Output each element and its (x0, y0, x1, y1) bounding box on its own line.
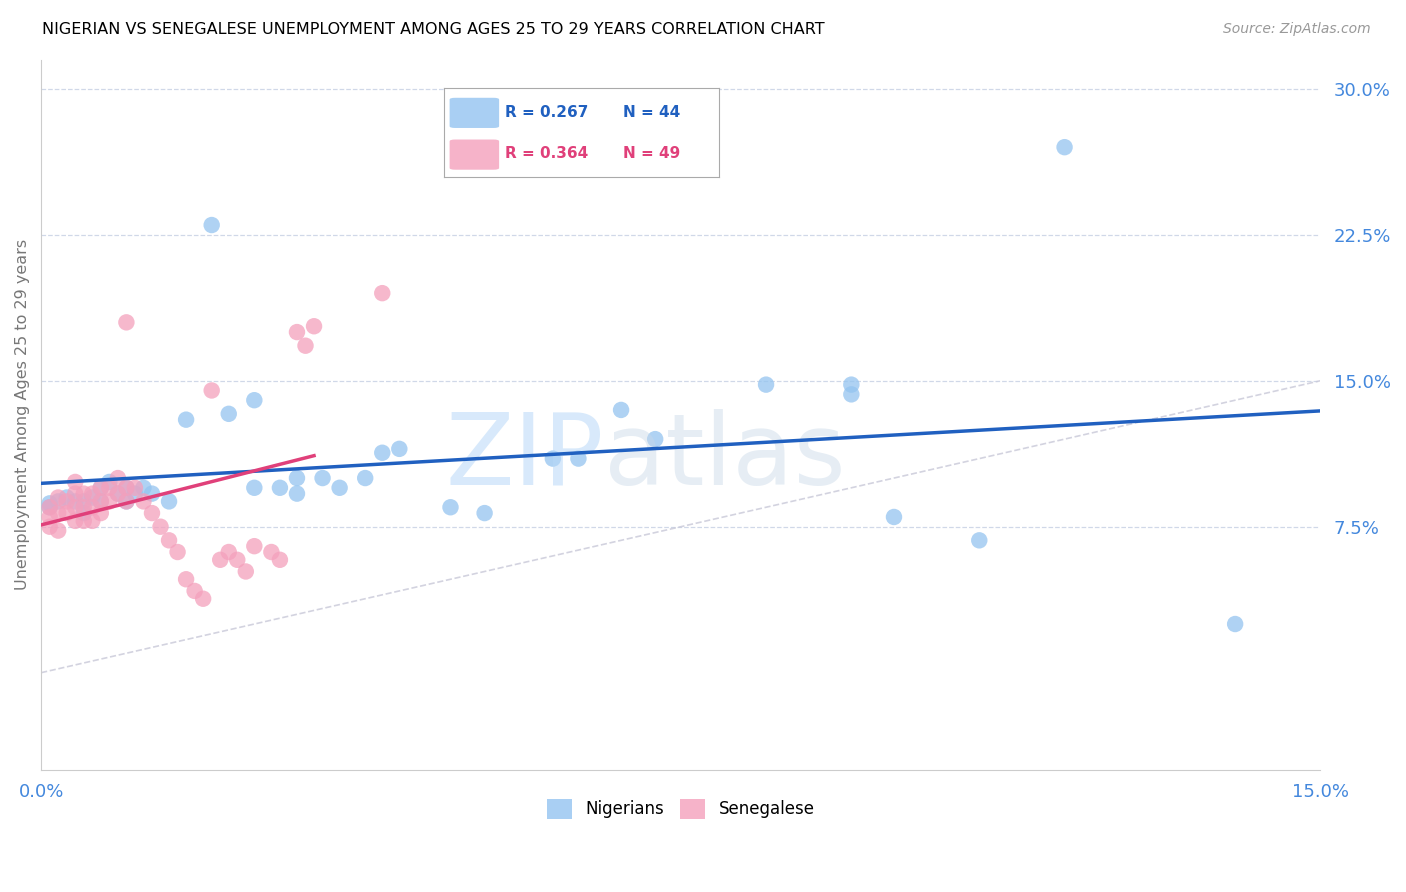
Point (115, 494, 138, 508)
Point (115, 481, 138, 495)
Point (38, 496, 60, 510)
Point (149, 519, 172, 533)
Point (90, 481, 112, 495)
Point (124, 486, 146, 500)
Point (46, 524, 69, 538)
Point (65, 486, 87, 500)
Point (541, 451, 564, 466)
Point (243, 539, 266, 553)
Point (294, 339, 316, 353)
Point (1053, 140, 1076, 154)
Point (157, 494, 180, 508)
Point (82, 486, 104, 500)
Point (218, 545, 240, 559)
Point (73, 486, 96, 500)
Point (38, 510, 60, 524)
Point (388, 442, 411, 456)
Point (107, 486, 129, 500)
Point (132, 481, 155, 495)
Legend: Nigerians, Senegalese: Nigerians, Senegalese (540, 792, 821, 826)
Point (269, 481, 291, 495)
Point (841, 387, 863, 401)
Point (124, 481, 146, 495)
Point (73, 514, 96, 528)
Point (166, 545, 188, 559)
Point (201, 218, 224, 232)
Point (98, 481, 121, 495)
Point (644, 432, 666, 446)
Point (73, 506, 96, 520)
Point (1223, 617, 1246, 632)
Point (174, 572, 197, 586)
Point (115, 481, 138, 495)
Point (38, 519, 60, 533)
Point (371, 446, 394, 460)
Point (329, 481, 352, 495)
Point (90, 481, 112, 495)
Text: atlas: atlas (605, 409, 845, 506)
Point (46, 494, 69, 508)
Point (82, 500, 104, 515)
Point (311, 471, 333, 485)
Point (439, 500, 461, 515)
Text: NIGERIAN VS SENEGALESE UNEMPLOYMENT AMONG AGES 25 TO 29 YEARS CORRELATION CHART: NIGERIAN VS SENEGALESE UNEMPLOYMENT AMON… (42, 22, 825, 37)
Point (65, 494, 87, 508)
Point (243, 393, 266, 408)
Point (55, 494, 77, 508)
Point (65, 500, 87, 515)
Point (73, 500, 96, 515)
Point (38, 500, 60, 515)
Point (90, 494, 112, 508)
Point (132, 494, 155, 508)
Point (157, 533, 180, 548)
Point (218, 407, 240, 421)
Point (285, 325, 308, 339)
Point (260, 545, 283, 559)
Point (183, 583, 205, 598)
Point (98, 475, 121, 489)
Point (82, 514, 104, 528)
Point (107, 471, 129, 485)
Point (191, 591, 214, 606)
Point (285, 486, 308, 500)
Point (107, 486, 129, 500)
Point (98, 494, 121, 508)
Point (55, 506, 77, 520)
Point (46, 506, 69, 520)
Point (474, 506, 496, 520)
Point (174, 412, 197, 426)
Point (610, 403, 633, 417)
Point (883, 510, 905, 524)
Point (755, 377, 778, 392)
Point (46, 491, 69, 505)
Point (567, 451, 589, 466)
Point (235, 565, 257, 579)
Point (269, 553, 291, 567)
Point (243, 481, 266, 495)
Y-axis label: Unemployment Among Ages 25 to 29 years: Unemployment Among Ages 25 to 29 years (15, 239, 30, 591)
Point (55, 491, 77, 505)
Point (226, 553, 249, 567)
Text: Source: ZipAtlas.com: Source: ZipAtlas.com (1223, 22, 1371, 37)
Point (371, 286, 394, 301)
Point (209, 553, 232, 567)
Point (354, 471, 377, 485)
Point (90, 506, 112, 520)
Text: ZIP: ZIP (446, 409, 605, 506)
Point (141, 486, 163, 500)
Point (65, 514, 87, 528)
Point (65, 475, 87, 489)
Point (73, 494, 96, 508)
Point (285, 471, 308, 485)
Point (38, 500, 60, 515)
Point (201, 384, 224, 398)
Point (302, 319, 325, 334)
Point (967, 533, 990, 548)
Point (115, 315, 138, 329)
Point (841, 377, 863, 392)
Point (90, 494, 112, 508)
Point (115, 494, 138, 508)
Point (82, 491, 104, 505)
Point (141, 506, 163, 520)
